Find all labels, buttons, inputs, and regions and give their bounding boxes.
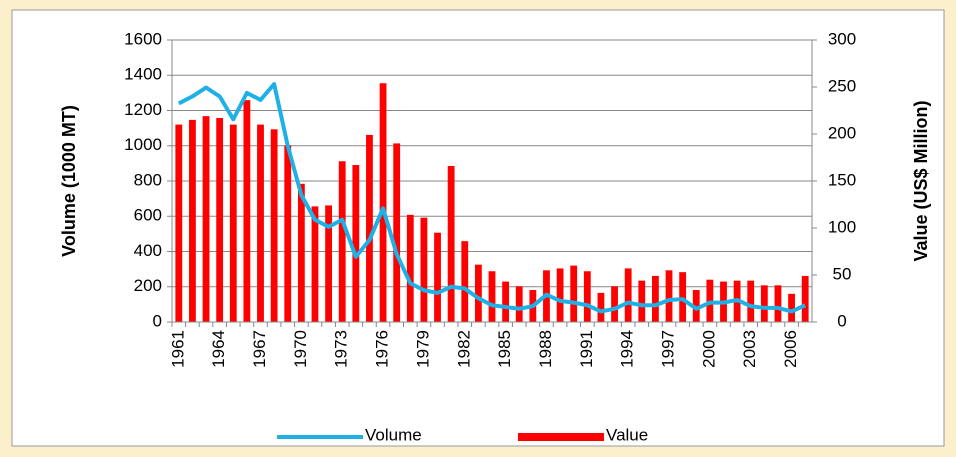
bar bbox=[202, 116, 210, 322]
bar bbox=[338, 161, 346, 322]
x-tick-label: 1979 bbox=[413, 330, 432, 368]
line bbox=[177, 82, 807, 314]
bar bbox=[352, 165, 360, 322]
y-tick-label: 0 bbox=[153, 311, 162, 330]
bar bbox=[434, 232, 441, 322]
bar bbox=[379, 83, 387, 323]
x-tick-label: 1991 bbox=[577, 330, 596, 368]
y-tick-label: 200 bbox=[134, 276, 162, 295]
y-tick-label: 1000 bbox=[124, 135, 162, 154]
x-tick-label: 1964 bbox=[209, 330, 228, 368]
bar bbox=[692, 290, 700, 322]
bar bbox=[257, 124, 264, 322]
bar bbox=[406, 214, 414, 322]
x-tick-label: 1988 bbox=[536, 330, 555, 368]
bar bbox=[311, 206, 319, 322]
chart-frame bbox=[11, 9, 945, 447]
y2-axis-title: Value (US$ Million) bbox=[911, 100, 931, 261]
bar bbox=[270, 129, 278, 322]
bar bbox=[393, 143, 401, 322]
y2-tick-label: 100 bbox=[828, 217, 856, 236]
bar bbox=[447, 165, 455, 322]
bar bbox=[638, 280, 646, 322]
y2-tick-label: 200 bbox=[828, 123, 856, 142]
bar bbox=[175, 124, 183, 322]
bar bbox=[760, 285, 768, 322]
x-tick-label: 1973 bbox=[332, 330, 351, 368]
bar bbox=[189, 119, 196, 323]
bar bbox=[229, 124, 237, 322]
y-tick-label: 1400 bbox=[124, 65, 162, 84]
x-tick-label: 2006 bbox=[781, 330, 800, 368]
legend-label: Volume bbox=[365, 425, 422, 444]
bar bbox=[488, 271, 496, 322]
y-tick-label: 800 bbox=[134, 170, 162, 189]
y2-tick-label: 250 bbox=[828, 76, 856, 95]
bar bbox=[515, 286, 523, 322]
y-axis-title: Volume (1000 MT) bbox=[59, 105, 79, 257]
bar bbox=[788, 293, 795, 322]
y-tick-label: 1600 bbox=[124, 29, 162, 48]
bar bbox=[583, 271, 591, 322]
bar bbox=[611, 286, 618, 322]
bar bbox=[420, 217, 428, 322]
bar bbox=[801, 275, 809, 322]
y2-tick-label: 300 bbox=[828, 29, 856, 48]
x-tick-label: 1994 bbox=[618, 330, 637, 368]
bar bbox=[461, 241, 469, 322]
bar bbox=[556, 268, 564, 322]
bar bbox=[216, 118, 224, 323]
bar bbox=[570, 265, 578, 322]
bar bbox=[325, 205, 332, 322]
x-tick-label: 2003 bbox=[740, 330, 759, 368]
y-tick-label: 1200 bbox=[124, 100, 162, 119]
bar bbox=[597, 292, 605, 322]
y-tick-label: 600 bbox=[134, 206, 162, 225]
x-tick-label: 1997 bbox=[659, 330, 678, 368]
bar bbox=[243, 100, 251, 322]
bar bbox=[774, 285, 782, 322]
x-tick-label: 1976 bbox=[373, 330, 392, 368]
x-tick-label: 1967 bbox=[250, 330, 269, 368]
bar bbox=[366, 134, 373, 322]
y2-tick-label: 0 bbox=[837, 311, 846, 330]
x-tick-label: 1961 bbox=[168, 330, 187, 368]
x-tick-label: 1985 bbox=[495, 330, 514, 368]
bar bbox=[747, 280, 755, 322]
y2-tick-label: 50 bbox=[833, 264, 852, 283]
legend-label: Value bbox=[606, 425, 648, 444]
y-tick-label: 400 bbox=[134, 241, 162, 260]
bar bbox=[624, 268, 632, 322]
x-tick-label: 1970 bbox=[291, 330, 310, 368]
y2-tick-label: 150 bbox=[828, 170, 856, 189]
bar bbox=[502, 281, 510, 322]
x-tick-label: 2000 bbox=[699, 330, 718, 368]
bar bbox=[474, 264, 482, 322]
bar bbox=[284, 145, 292, 322]
bar bbox=[297, 183, 305, 322]
bar bbox=[665, 270, 673, 322]
bar bbox=[652, 275, 659, 322]
x-tick-label: 1982 bbox=[454, 330, 473, 368]
